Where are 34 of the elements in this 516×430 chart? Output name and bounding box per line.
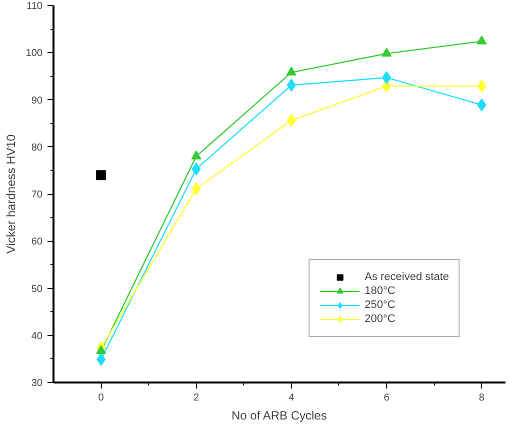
legend-label: 180°C	[364, 284, 396, 298]
point	[477, 80, 486, 93]
x-tick-label: 6	[384, 392, 390, 404]
point	[286, 114, 296, 127]
point	[96, 170, 106, 180]
point	[382, 48, 392, 57]
x-tick-label: 4	[288, 392, 295, 404]
point	[382, 71, 392, 84]
legend-label: 250°C	[364, 298, 396, 312]
x-tick-label: 2	[193, 392, 200, 404]
y-tick-label: 100	[26, 48, 43, 60]
y-tick-label: 90	[31, 95, 43, 106]
x-axis-title: No of ARB Cycles	[231, 408, 327, 422]
point	[191, 150, 202, 160]
point	[286, 66, 296, 76]
point	[192, 162, 201, 176]
point	[476, 36, 487, 44]
y-tick-label: 50	[31, 284, 43, 295]
y-tick-label: 60	[31, 236, 43, 248]
point	[96, 345, 106, 354]
y-tick-label: 40	[31, 330, 43, 342]
y-tick-label: 70	[31, 190, 43, 200]
point	[286, 78, 296, 92]
y-tick-label: 110	[26, 1, 43, 12]
legend-label: As received state	[364, 270, 449, 284]
x-tick-label: 0	[98, 392, 104, 404]
y-tick-label: 80	[31, 142, 43, 154]
y-axis-title: Vicker hardness HV10	[4, 134, 18, 254]
x-tick-label: 8	[478, 392, 485, 404]
y-tick-label: 30	[31, 378, 43, 389]
point	[96, 352, 106, 366]
legend-label: 200°C	[364, 312, 396, 326]
point	[477, 98, 486, 112]
point	[192, 182, 201, 196]
